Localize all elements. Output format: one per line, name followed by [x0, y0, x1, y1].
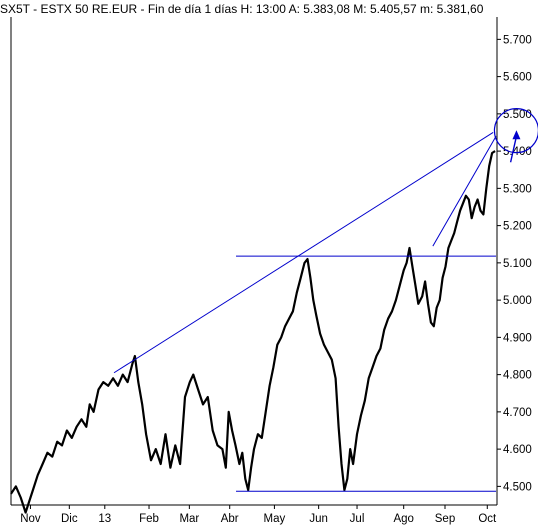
chart-header: SX5T - ESTX 50 RE.EUR - Fin de día 1 día… [0, 2, 484, 16]
y-tick-label: 5.500 [503, 109, 532, 121]
price-line [10, 150, 496, 514]
x-tick-label: Ago [393, 513, 413, 525]
x-tick-label: 13 [98, 513, 111, 525]
y-tick-label: 4.500 [503, 481, 532, 493]
x-tick-label: Jul [350, 513, 365, 525]
x-tick-label: Nov [20, 513, 41, 525]
highlight-circle [493, 108, 538, 154]
x-tick-label: Sep [435, 513, 455, 525]
y-tick-label: 5.600 [503, 72, 532, 84]
x-tick-label: Abr [221, 513, 239, 525]
price-series [10, 150, 496, 514]
chart-axes [10, 17, 498, 506]
y-axis-ticks: 4.500 4.600 4.700 4.800 4.900 5.000 5.100 5.200… [497, 34, 532, 493]
arrow-head [512, 130, 521, 140]
trend-annotations [113, 108, 538, 492]
y-tick-label: 5.300 [503, 183, 532, 195]
x-axis-ticks: Nov Dic 13 Feb Mar Abr May Jun Jul Ago Sep Oct [20, 505, 497, 525]
trend-line [432, 135, 497, 247]
arrow-shaft [509, 136, 518, 163]
y-tick-label: 5.000 [503, 295, 532, 307]
trend-line [113, 132, 494, 374]
y-tick-label: 5.100 [503, 258, 532, 270]
x-tick-label: Oct [478, 513, 497, 525]
x-tick-label: Mar [179, 513, 199, 525]
x-tick-label: Feb [139, 513, 159, 525]
y-tick-label: 4.900 [503, 332, 532, 344]
y-tick-label: 4.700 [503, 407, 532, 419]
y-tick-label: 5.700 [503, 34, 532, 46]
x-tick-label: May [264, 513, 286, 525]
x-tick-label: Dic [61, 513, 78, 525]
x-tick-label: Jun [309, 513, 328, 525]
y-tick-label: 4.800 [503, 370, 532, 382]
y-tick-label: 4.600 [503, 444, 532, 456]
y-tick-label: 5.200 [503, 221, 532, 233]
